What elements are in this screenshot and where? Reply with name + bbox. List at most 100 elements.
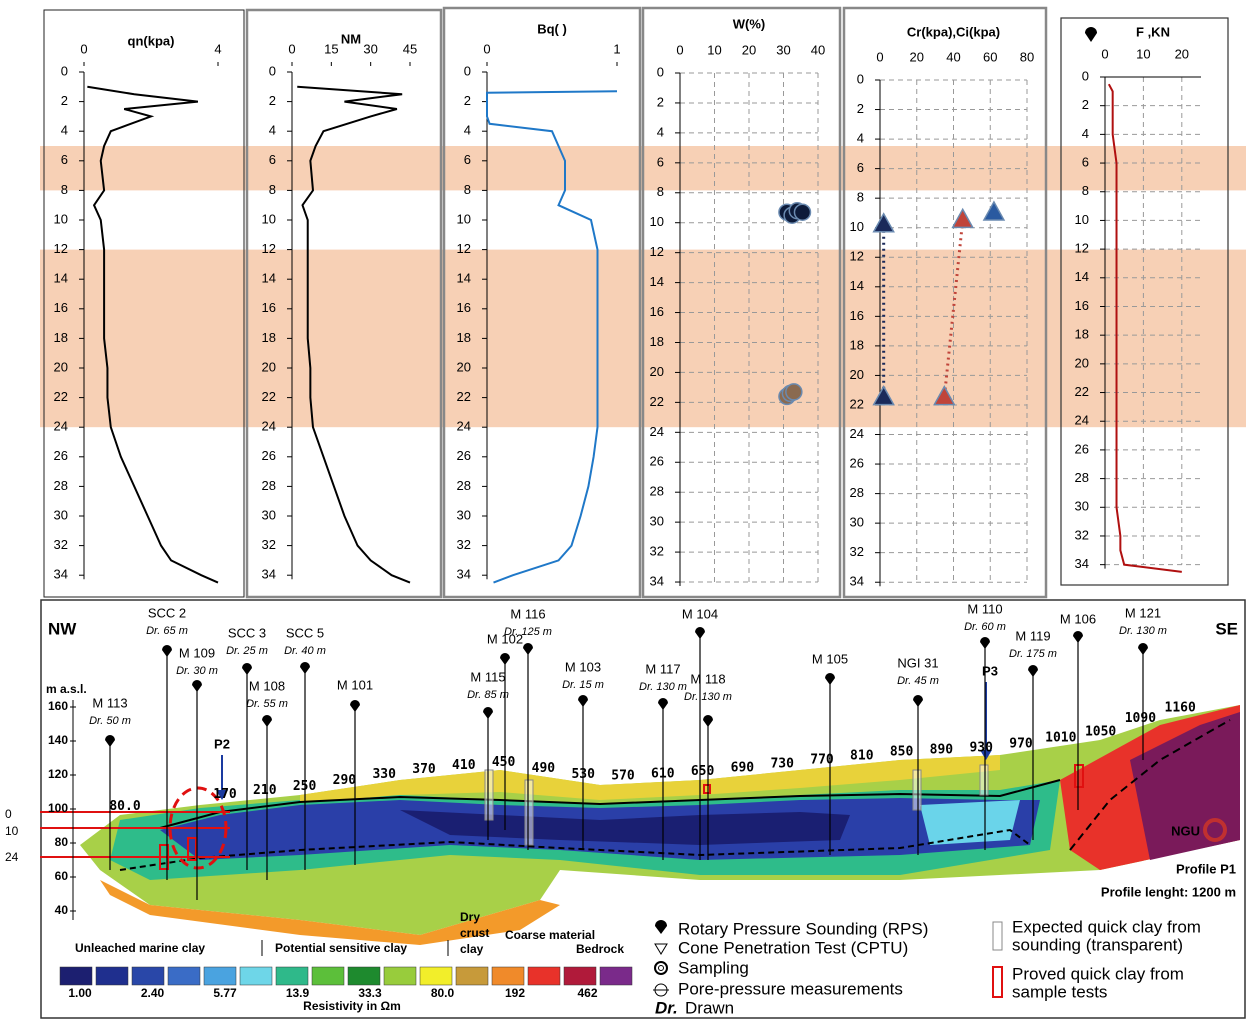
y-tick-label: 8 (269, 182, 276, 197)
distance-label: 80.0 (109, 799, 140, 814)
sounding-drawn: Dr. 40 m (284, 645, 326, 657)
y-tick-label: 24 (262, 419, 276, 434)
sounding-name: NGI 31 (897, 655, 938, 670)
panel-title: NM (341, 31, 361, 46)
y-tick-label: 14 (457, 271, 471, 286)
profile-line (87, 85, 219, 584)
y-tick-label: 14 (850, 278, 864, 293)
point (785, 383, 803, 401)
legend-abbr: Dr. (655, 998, 678, 1017)
y-tick-label: 30 (650, 514, 664, 529)
y-tick-label: 0 (857, 71, 864, 86)
y-tick-label: 140 (48, 733, 68, 747)
color-swatch (59, 966, 93, 986)
y-tick-label: 10 (54, 211, 68, 226)
soil-label: crust (460, 926, 489, 940)
point (793, 203, 812, 221)
profile-length: Profile lenght: 1200 m (1101, 884, 1236, 899)
x-tick-label: 80 (1020, 49, 1034, 64)
y-tick-label: 24 (457, 419, 471, 434)
legend-text: Proved quick clay from (1012, 964, 1184, 983)
y-tick-label: 20 (262, 359, 276, 374)
distance-label: 850 (890, 744, 914, 759)
y-tick-label: 120 (48, 767, 68, 781)
profile-line (1107, 83, 1182, 573)
panel-frame (641, 6, 842, 599)
y-tick-label: 20 (54, 359, 68, 374)
sounding-name: M 117 (645, 661, 680, 676)
y-tick-label: 26 (1075, 441, 1089, 456)
rps-icon (655, 920, 667, 934)
rps-marker (1028, 665, 1038, 677)
sounding-drawn: Dr. 55 m (246, 698, 288, 710)
sounding-drawn: Dr. 15 m (562, 679, 604, 691)
y-tick-label: 30 (1075, 499, 1089, 514)
y-tick-label: 24 (54, 419, 68, 434)
y-tick-label: 18 (650, 334, 664, 349)
y-tick-label: 22 (650, 394, 664, 409)
panel-frame (842, 6, 1048, 599)
expected-box (979, 764, 989, 796)
y-tick-label: 4 (61, 123, 68, 138)
y-tick-label: 32 (850, 544, 864, 559)
sampling-icon (658, 965, 664, 971)
y-tick-label: 2 (1082, 97, 1089, 112)
y-tick-label: 6 (464, 152, 471, 167)
distance-label: 1090 (1125, 711, 1156, 726)
rps-marker (658, 698, 668, 710)
y-tick-label: 6 (657, 154, 664, 169)
distance-label: 170 (213, 787, 237, 802)
y-tick-label: 8 (464, 182, 471, 197)
y-tick-label: 2 (269, 93, 276, 108)
y-tick-label: 12 (54, 241, 68, 256)
rps-marker (703, 715, 713, 727)
quick-clay-box (187, 837, 197, 861)
y-tick-label: 34 (457, 567, 471, 582)
sounding-drawn: Dr. 130 m (1119, 625, 1167, 637)
distance-label: 410 (452, 758, 476, 773)
y-tick-label: 8 (61, 182, 68, 197)
panel-title: Bq( ) (537, 21, 567, 36)
arrow-head (216, 790, 228, 800)
y-tick-label: 22 (457, 389, 471, 404)
y-tick-label: 24 (850, 426, 864, 441)
sampling-icon (654, 961, 668, 975)
sounding-name: M 115 (470, 669, 505, 684)
y-tick-label: 0 (657, 64, 664, 79)
profile-line (486, 90, 618, 584)
sounding-drawn: Dr. 25 m (226, 645, 268, 657)
rps-marker (162, 645, 172, 657)
y-tick-label: 10 (262, 211, 276, 226)
boundary-dashed (119, 828, 1031, 871)
distance-label: 1160 (1165, 701, 1196, 716)
y-tick-label: 12 (262, 241, 276, 256)
rps-marker (262, 715, 272, 727)
scale-label: 462 (577, 986, 597, 1000)
y-tick-label: 18 (262, 330, 276, 345)
y-tick-label: 16 (650, 304, 664, 319)
y-tick-label: 28 (54, 478, 68, 493)
y-tick-label: 18 (850, 337, 864, 352)
color-swatch (95, 966, 129, 986)
panel-title: W(%) (733, 16, 766, 31)
y-tick-label: 26 (54, 448, 68, 463)
distance-label: 770 (810, 752, 834, 767)
y-tick-label: 18 (457, 330, 471, 345)
sounding-name: M 101 (337, 677, 373, 692)
y-tick-label: 30 (850, 515, 864, 530)
y-tick-label: 16 (457, 300, 471, 315)
distance-label: 1050 (1085, 724, 1116, 739)
distance-label: 330 (372, 767, 396, 782)
distance-label: 810 (850, 748, 874, 763)
expected-box (524, 779, 534, 846)
y-tick-label: 16 (850, 308, 864, 323)
sounding-name: M 109 (179, 645, 215, 660)
y-tick-label: 4 (269, 123, 276, 138)
y-tick-label: 34 (850, 574, 864, 589)
expected-box (484, 769, 494, 821)
layer-bedrock-core (1130, 712, 1240, 860)
depth-marker: 0 (5, 807, 12, 821)
panel-title: Cr(kpa),Ci(kpa) (907, 24, 1000, 39)
y-tick-label: 30 (54, 507, 68, 522)
